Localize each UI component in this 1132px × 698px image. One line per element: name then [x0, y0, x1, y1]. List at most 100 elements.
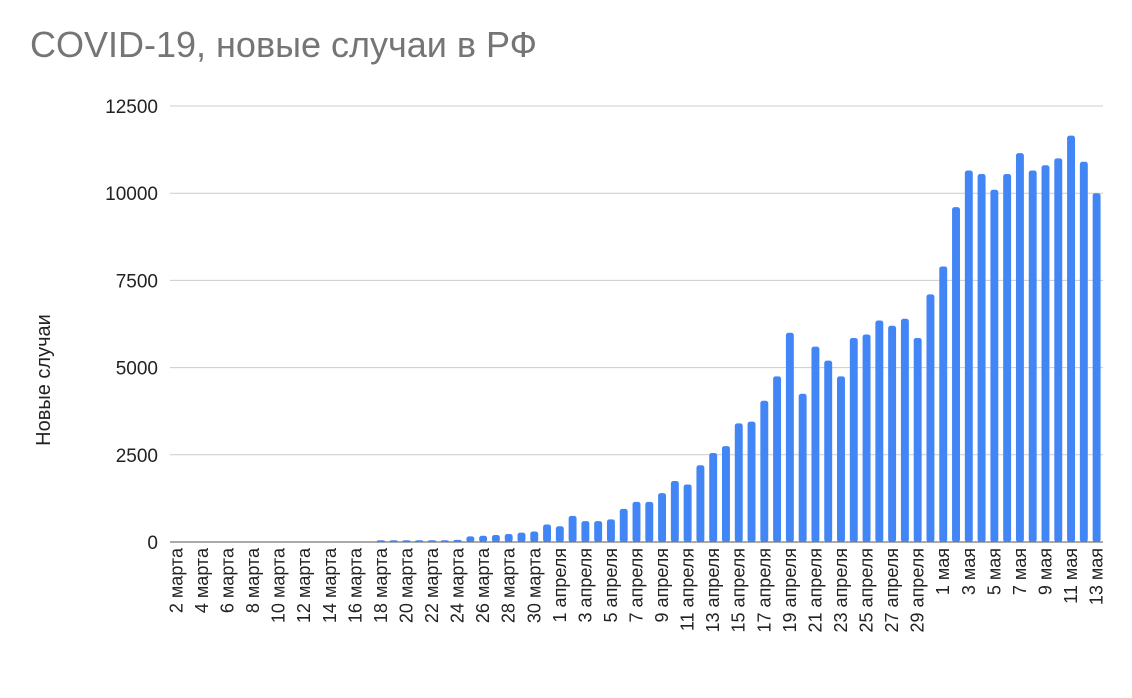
grid-lines — [170, 105, 1103, 543]
bars — [376, 135, 1101, 543]
bar — [734, 423, 743, 542]
x-tick-label: 4 марта — [192, 547, 212, 613]
bar — [977, 174, 986, 543]
x-tick-label: 5 мая — [984, 548, 1004, 595]
bar — [555, 526, 564, 542]
y-tick-label: 5000 — [116, 359, 158, 380]
bar — [875, 320, 884, 542]
bar — [837, 376, 845, 542]
bar — [543, 524, 551, 542]
bar — [747, 421, 756, 542]
bar — [773, 376, 782, 542]
bar — [479, 535, 488, 542]
y-axis-label: Новые случаи — [33, 314, 55, 446]
bar — [632, 501, 641, 542]
bar — [722, 446, 730, 542]
bar — [900, 318, 909, 542]
x-tick-label: 12 марта — [294, 547, 314, 623]
x-tick-label: 24 марта — [448, 547, 468, 623]
bar — [415, 540, 424, 542]
x-tick-label: 21 апреля — [805, 548, 825, 632]
x-tick-label: 29 апреля — [908, 548, 928, 632]
bar — [709, 453, 718, 542]
bar — [939, 266, 948, 542]
x-tick-label: 18 марта — [371, 547, 391, 623]
bar — [1079, 161, 1088, 543]
bar — [670, 480, 679, 542]
bar — [1003, 174, 1012, 543]
bar — [824, 360, 833, 542]
bar — [785, 332, 794, 542]
bar — [1067, 135, 1076, 542]
x-tick-label: 19 апреля — [780, 548, 800, 632]
x-tick-label: 11 апреля — [678, 548, 698, 631]
y-tick-label: 0 — [147, 533, 158, 554]
x-tick-label: 10 марта — [269, 547, 289, 623]
x-axis-ticks: 2 марта 4 марта 6 марта 8 марта 10 марта 12 м… — [166, 547, 1106, 632]
x-tick-label: 7 мая — [1010, 548, 1030, 595]
x-tick-label: 11 мая — [1061, 548, 1081, 604]
bar — [466, 536, 475, 542]
y-tick-label: 12500 — [105, 97, 158, 118]
x-tick-label: 27 апреля — [882, 548, 902, 632]
bar — [606, 519, 615, 542]
bar — [389, 540, 398, 542]
x-tick-label: 23 апреля — [831, 548, 851, 632]
bar — [440, 540, 449, 542]
bar — [811, 346, 820, 542]
bar — [913, 337, 922, 542]
bar — [760, 400, 769, 542]
x-tick-label: 14 марта — [320, 547, 340, 623]
bar — [453, 539, 462, 542]
bar — [1015, 153, 1024, 542]
x-tick-label: 15 апреля — [729, 548, 749, 632]
bar — [517, 532, 526, 542]
x-tick-label: 20 марта — [396, 547, 416, 623]
x-tick-label: 13 апреля — [703, 548, 723, 632]
x-tick-label: 22 марта — [422, 547, 442, 623]
x-tick-label: 5 апреля — [601, 548, 621, 622]
x-tick-label: 8 марта — [243, 547, 263, 613]
x-tick-label: 3 апреля — [575, 548, 595, 622]
y-tick-label: 7500 — [116, 271, 158, 292]
bar — [952, 207, 960, 543]
x-tick-label: 25 апреля — [857, 548, 877, 632]
bar — [1028, 170, 1037, 542]
bar — [862, 334, 871, 542]
bar — [658, 493, 667, 542]
x-tick-label: 1 мая — [933, 548, 953, 595]
chart-title: COVID-19, новые случаи в РФ — [30, 24, 537, 65]
y-axis-ticks: 0 2500 5000 7500 10000 12500 — [105, 97, 158, 554]
x-tick-label: 30 марта — [524, 547, 544, 623]
bar — [594, 521, 603, 542]
x-tick-label: 16 марта — [345, 547, 365, 623]
bar — [1092, 193, 1101, 542]
x-tick-label: 13 мая — [1087, 548, 1107, 605]
x-tick-label: 26 марта — [473, 547, 493, 623]
bar — [1054, 158, 1063, 542]
x-tick-label: 28 марта — [499, 547, 519, 623]
bar — [491, 535, 500, 542]
bar — [964, 170, 973, 542]
y-tick-label: 10000 — [105, 184, 158, 205]
y-tick-label: 2500 — [116, 446, 158, 467]
bar — [645, 501, 654, 542]
bar — [402, 540, 411, 542]
bar — [926, 294, 935, 542]
bar — [619, 508, 628, 542]
x-tick-label: 9 апреля — [652, 548, 672, 622]
bar — [376, 540, 385, 542]
x-tick-label: 6 марта — [218, 547, 238, 613]
bar — [530, 531, 539, 542]
bar — [888, 325, 897, 542]
bar — [683, 484, 692, 542]
x-tick-label: 17 апреля — [754, 548, 774, 632]
bar — [581, 521, 590, 542]
x-tick-label: 2 марта — [166, 547, 186, 613]
bar — [1041, 165, 1050, 542]
bar — [798, 393, 807, 542]
x-tick-label: 3 мая — [959, 548, 979, 595]
x-tick-label: 1 апреля — [550, 548, 570, 622]
bar — [428, 540, 436, 542]
